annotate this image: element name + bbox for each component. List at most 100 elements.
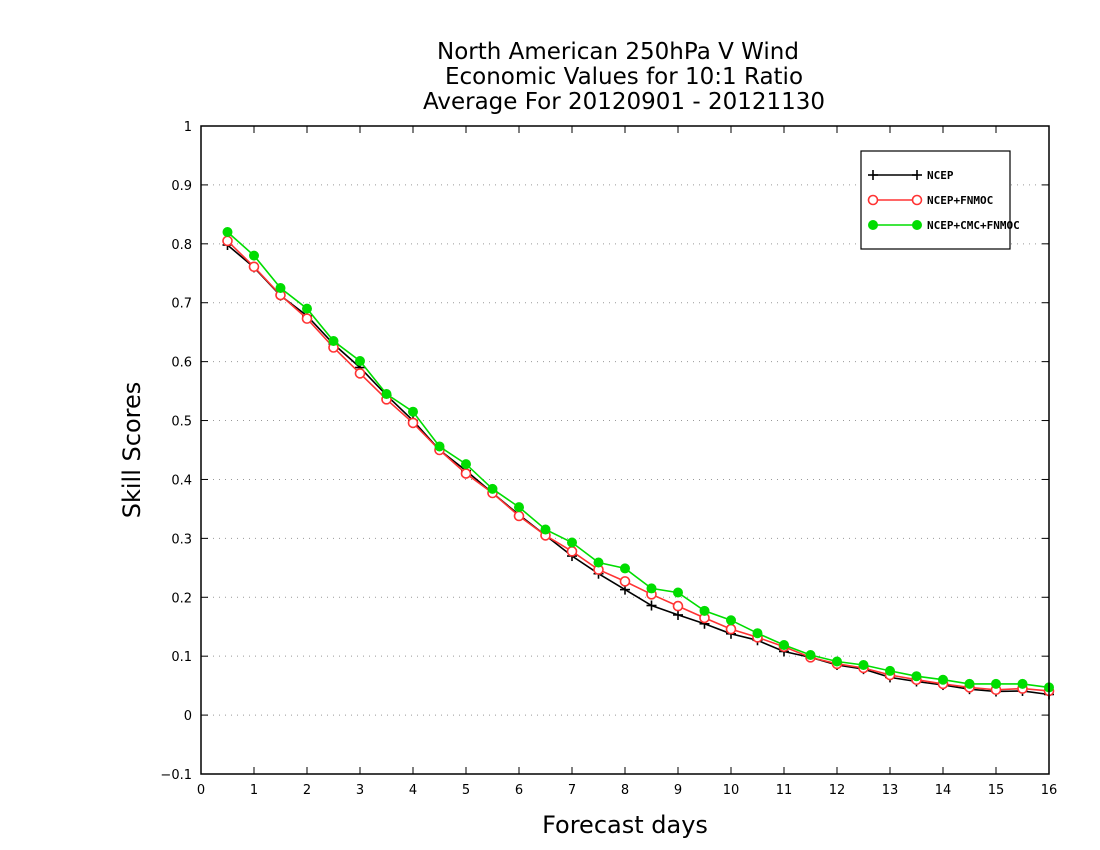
data-point [858,660,869,671]
y-tick-label: 0.5 [171,415,192,430]
x-tick-label: 16 [1041,783,1058,798]
y-tick-label: 0.3 [171,532,192,547]
data-point [222,227,233,238]
data-point [779,639,789,650]
x-tick-label: 4 [409,783,417,798]
data-point [355,356,365,367]
x-tick-label: 11 [776,783,793,798]
data-point [673,587,683,598]
chart-title-line-3: Average For 20120901 - 20121130 [423,89,825,115]
y-tick-label: 0.2 [171,591,192,606]
y-tick-label: −0.1 [160,768,192,783]
legend-label: NCEP [927,169,954,182]
legend-label: NCEP+FNMOC [927,194,993,207]
legend-marker [912,220,922,230]
x-tick-label: 6 [515,783,523,798]
data-point [672,600,684,612]
x-tick-label: 9 [674,783,682,798]
x-tick-label: 2 [303,783,311,798]
data-point [964,678,975,689]
series-ncep-cmc-fnmoc [222,227,1054,693]
data-point [566,546,578,557]
data-point [407,417,419,429]
y-tick-label: 0.6 [171,356,192,371]
chart-title-line-1: North American 250hPa V Wind [437,39,799,65]
series-line [226,244,1050,696]
plot-frame [200,125,1050,775]
data-point [620,563,630,574]
data-point [301,313,313,324]
y-tick-label: 0 [184,709,192,724]
legend-item: NCEP+FNMOC [867,194,993,207]
data-point [938,674,948,685]
y-tick-label: 0.1 [171,650,192,665]
data-point [593,557,604,568]
data-series [222,227,1055,700]
legend-marker [867,194,879,206]
data-point [726,615,736,626]
x-tick-label: 8 [621,783,629,798]
x-tick-label: 0 [197,783,205,798]
data-point [461,459,471,470]
data-point [540,524,551,535]
data-point [1017,678,1028,689]
x-tick-label: 15 [988,783,1005,798]
data-point [249,250,259,261]
x-tick-label: 5 [462,783,470,798]
data-point [354,368,366,379]
grid-lines [201,184,1049,716]
data-point [752,628,763,639]
chart-titles: North American 250hPa V Wind Economic Va… [423,39,825,115]
y-tick-label: 1 [184,120,192,135]
data-point [567,537,577,548]
data-point [885,665,895,676]
data-point [248,261,260,273]
data-point [646,600,657,611]
data-point [328,336,339,347]
x-tick-label: 3 [356,783,364,798]
data-point [646,583,657,594]
legend-marker [868,170,878,180]
data-point [911,671,922,682]
data-point [673,609,683,620]
y-tick-label: 0.8 [171,238,192,253]
chart-title-line-2: Economic Values for 10:1 Ratio [445,64,803,90]
data-point [619,576,631,587]
x-tick-label: 12 [829,783,846,798]
legend-item: NCEP [868,169,954,182]
legend-marker [911,194,923,206]
x-axis-label: Forecast days [542,811,708,839]
legend-label: NCEP+CMC+FNMOC [927,219,1020,232]
x-tick-label: 1 [250,783,258,798]
data-point [275,283,286,293]
data-point [699,605,710,616]
data-point [725,623,737,635]
data-point [408,406,418,417]
x-tick-label: 7 [568,783,576,798]
series-ncep-fnmoc [222,235,1055,697]
data-point [487,483,498,494]
legend-item: NCEP+CMC+FNMOC [868,219,1020,232]
legend-marker [868,220,878,230]
data-point [514,502,524,513]
data-point [832,656,842,667]
y-tick-label: 0.7 [171,297,192,312]
legend-marker [912,170,922,180]
data-point [222,235,233,247]
y-axis-label: Skill Scores [118,382,146,519]
series-line [226,240,1050,692]
data-point [381,389,392,400]
x-tick-label: 10 [723,783,740,798]
series-ncep [222,239,1054,700]
axis-ticks: −0.100.10.20.30.40.50.60.70.80.910 1 2 3 4 5 6… [160,120,1057,798]
series-line [226,231,1050,689]
data-point [302,303,312,314]
y-tick-label: 0.9 [171,179,192,194]
data-point [991,678,1001,689]
legend: NCEP NCEP+FNMOC NCEP+CMC+FNMOC [860,150,1020,250]
data-point [805,650,816,661]
data-point [513,510,525,522]
y-tick-label: 0.4 [171,473,192,488]
x-tick-label: 13 [882,783,899,798]
